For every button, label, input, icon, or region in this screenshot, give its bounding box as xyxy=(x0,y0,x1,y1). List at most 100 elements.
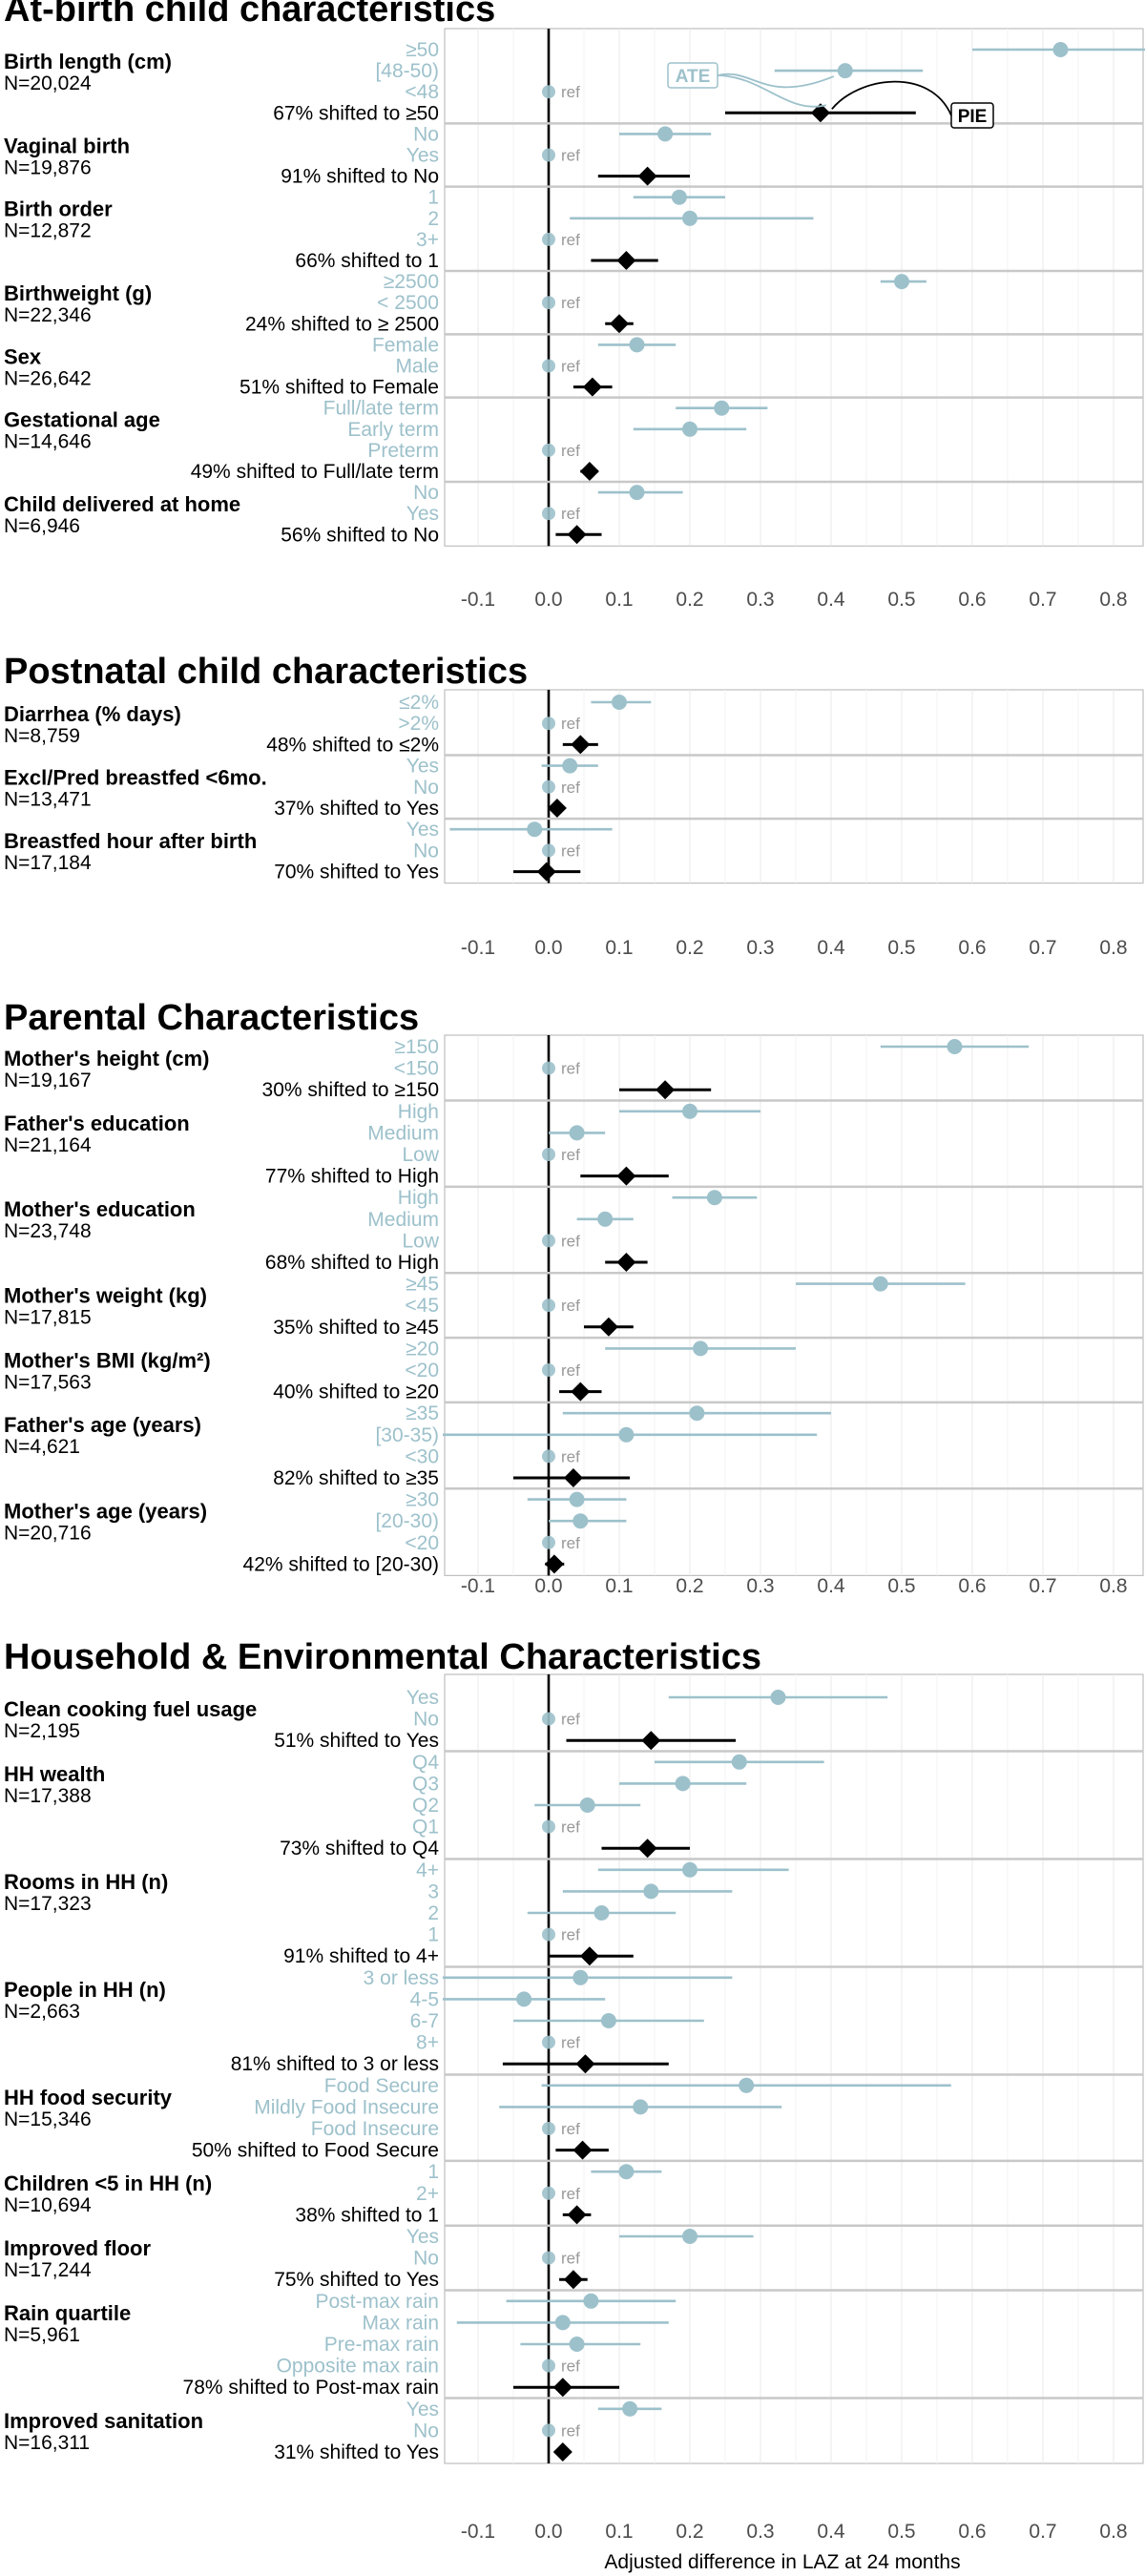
level-label: ≥150 xyxy=(394,1036,439,1058)
ref-label: ref xyxy=(561,2185,580,2203)
level-label: ≥30 xyxy=(406,1489,439,1511)
level-label: Food Secure xyxy=(324,2075,439,2097)
x-tick-label: 0.3 xyxy=(746,937,774,959)
ate-point xyxy=(572,1513,589,1529)
pie-diamond xyxy=(563,1468,583,1487)
variable-name: Mother's education xyxy=(4,1197,196,1221)
ref-label: ref xyxy=(561,294,580,312)
x-tick-label: 0.8 xyxy=(1099,1575,1127,1597)
panel-title: Postnatal child characteristics xyxy=(4,652,528,692)
x-tick-label: 0.5 xyxy=(887,1575,915,1597)
ref-label: ref xyxy=(561,358,580,376)
variable-name: Improved floor xyxy=(4,2236,151,2260)
ate-point xyxy=(562,758,578,774)
variable-n: N=12,872 xyxy=(4,220,92,242)
level-label: Post-max rain xyxy=(315,2291,439,2313)
pie-diamond xyxy=(544,1554,564,1574)
pie-label: 81% shifted to 3 or less xyxy=(231,2053,439,2075)
variable-n: N=17,563 xyxy=(4,1371,92,1393)
level-label: Yes xyxy=(406,2226,439,2248)
variable-name: Improved sanitation xyxy=(4,2409,203,2433)
ref-label: ref xyxy=(561,505,580,523)
level-label: Max rain xyxy=(362,2312,439,2334)
pie-diamond xyxy=(575,2054,595,2074)
pie-label: 48% shifted to ≤2% xyxy=(266,734,439,756)
level-label: 4+ xyxy=(416,1859,439,1881)
ate-point xyxy=(671,189,687,205)
variable-name: Birthweight (g) xyxy=(4,281,152,305)
level-label: Q3 xyxy=(412,1773,439,1795)
ate-point xyxy=(569,2337,585,2352)
level-label: ≥2500 xyxy=(384,271,439,293)
ate-point xyxy=(872,1276,888,1292)
panels-layer: At-birth child characteristics Birth leng… xyxy=(4,0,1145,2543)
ref-point xyxy=(542,1234,555,1248)
variable-name: Rooms in HH (n) xyxy=(4,1870,168,1894)
ref-label: ref xyxy=(561,1361,580,1380)
level-label: 3 xyxy=(427,1880,439,1902)
pie-diamond xyxy=(641,1731,661,1751)
x-tick-label: 0.8 xyxy=(1099,937,1127,959)
level-label: Opposite max rain xyxy=(277,2356,439,2378)
ref-label: ref xyxy=(561,1297,580,1315)
ate-point xyxy=(682,1103,697,1119)
variable-name: Mother's age (years) xyxy=(4,1500,207,1524)
level-label: <30 xyxy=(405,1445,439,1467)
x-tick-label: 0.2 xyxy=(676,937,703,959)
level-label: 3 or less xyxy=(364,1967,439,1989)
x-tick-label: -0.1 xyxy=(461,2521,495,2543)
pie-label: 75% shifted to Yes xyxy=(274,2269,439,2291)
x-axis-title: Adjusted difference in LAZ at 24 months xyxy=(604,2551,960,2573)
ate-point xyxy=(629,485,645,501)
pie-diamond xyxy=(536,862,556,882)
level-label: Q4 xyxy=(412,1752,439,1774)
level-label: Yes xyxy=(406,145,439,167)
ref-label: ref xyxy=(561,2250,580,2268)
variable-n: N=17,388 xyxy=(4,1785,92,1807)
ref-point xyxy=(542,2186,555,2200)
pie-label: 67% shifted to ≥50 xyxy=(273,102,439,124)
ref-point xyxy=(542,1061,555,1075)
level-label: Yes xyxy=(406,503,439,525)
x-tick-label: 0.7 xyxy=(1029,2521,1056,2543)
ref-point xyxy=(542,148,555,162)
pie-diamond xyxy=(579,462,599,481)
ref-point xyxy=(542,359,555,373)
pie-label: 91% shifted to No xyxy=(281,166,439,188)
ref-label: ref xyxy=(561,841,580,860)
pie-label: 78% shifted to Post-max rain xyxy=(183,2377,439,2399)
ref-point xyxy=(542,2122,555,2135)
x-tick-label: 0.6 xyxy=(958,2521,986,2543)
x-tick-label: 0.0 xyxy=(534,2521,562,2543)
x-tick-label: -0.1 xyxy=(461,1575,495,1597)
ref-label: ref xyxy=(561,1818,580,1837)
ate-point xyxy=(597,1211,614,1227)
ref-label: ref xyxy=(561,83,580,101)
pie-label: 51% shifted to Female xyxy=(239,377,439,399)
x-tick-label: 0.5 xyxy=(887,937,915,959)
level-label: Yes xyxy=(406,2399,439,2420)
pie-label: 56% shifted to No xyxy=(281,524,439,546)
x-tick-label: 0.4 xyxy=(817,1575,845,1597)
pie-label: 31% shifted to Yes xyxy=(274,2441,439,2463)
variable-n: N=20,024 xyxy=(4,73,92,94)
level-label: 4-5 xyxy=(410,1988,439,2010)
ref-point xyxy=(542,2423,555,2438)
ate-point xyxy=(600,2013,616,2028)
ate-annotation-label: ATE xyxy=(676,67,711,87)
level-label: [48-50) xyxy=(375,60,439,82)
pie-diamond xyxy=(616,251,636,270)
panel-title: Parental Characteristics xyxy=(4,998,419,1038)
pie-label: 40% shifted to ≥20 xyxy=(273,1381,439,1403)
ate-point xyxy=(689,1405,705,1422)
level-label: 2 xyxy=(427,1902,439,1924)
pie-label: 38% shifted to 1 xyxy=(295,2204,439,2226)
pie-diamond xyxy=(572,2140,593,2160)
variable-n: N=19,167 xyxy=(4,1070,92,1091)
ate-point xyxy=(706,1190,722,1206)
ate-point xyxy=(593,1905,610,1921)
ate-annotation-arrow xyxy=(717,73,835,89)
x-tick-label: -0.1 xyxy=(461,589,495,611)
level-label: 2+ xyxy=(416,2183,439,2205)
ate-point xyxy=(643,1883,659,1900)
